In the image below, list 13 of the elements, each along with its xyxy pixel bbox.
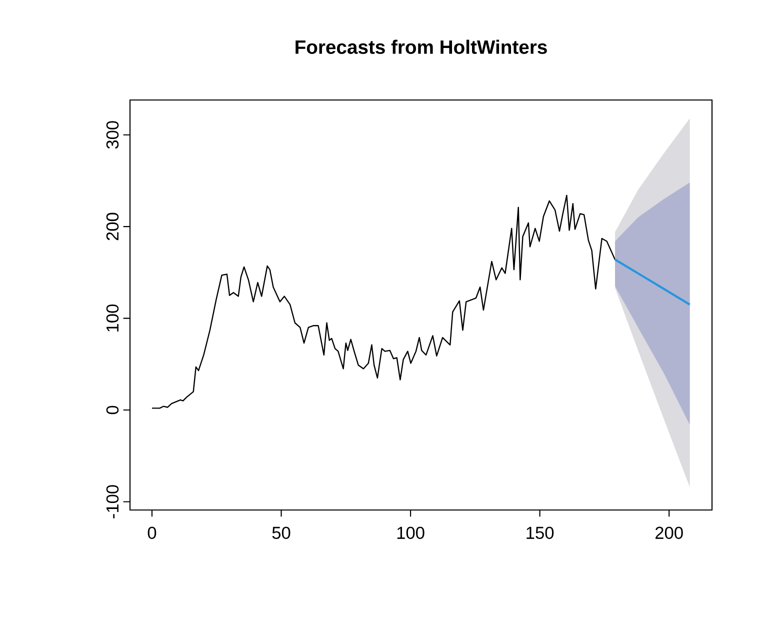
y-tick-label: 100 — [106, 304, 119, 332]
y-tick-label: 0 — [106, 406, 119, 414]
x-tick-label: 0 — [148, 526, 156, 539]
y-tick-label: 200 — [106, 212, 119, 240]
x-tick-label: 100 — [397, 526, 424, 539]
line-series — [151, 194, 616, 409]
x-tick-label: 150 — [526, 526, 554, 539]
line-series — [614, 258, 691, 306]
chart-title: Forecasts from HoltWinters — [296, 40, 547, 54]
y-tick-label: -100 — [106, 485, 119, 518]
x-tick-label: 50 — [272, 526, 290, 539]
x-tick-label: 200 — [656, 526, 683, 539]
y-tick-label: 300 — [106, 121, 119, 149]
